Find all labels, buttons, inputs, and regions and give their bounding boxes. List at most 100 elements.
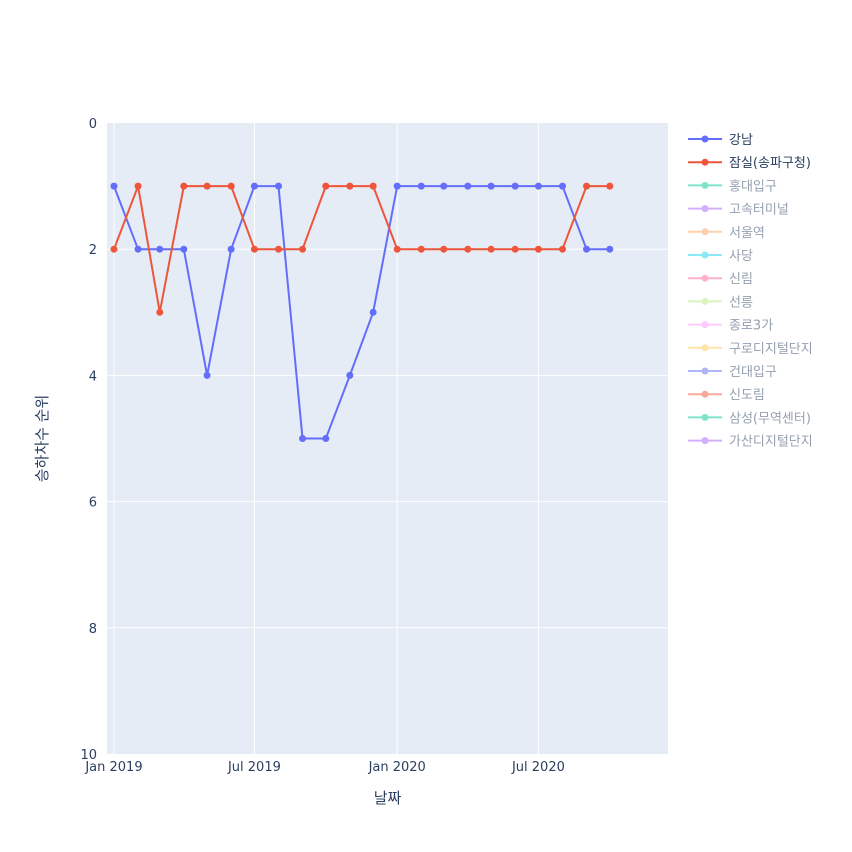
- legend-swatch-marker: [701, 297, 709, 305]
- legend-item[interactable]: 고속터미널: [688, 203, 789, 218]
- legend-item[interactable]: 삼성(무역센터): [688, 411, 811, 426]
- legend-item[interactable]: 서울역: [688, 226, 765, 241]
- data-point[interactable]: [156, 308, 164, 316]
- legend-label: 건대입구: [729, 365, 777, 380]
- data-point[interactable]: [393, 182, 401, 190]
- legend-label: 서울역: [729, 226, 765, 241]
- x-axis-ticks: Jan 2019 Jul 2019 Jan 2020 Jul 2020: [84, 760, 565, 775]
- data-point[interactable]: [322, 182, 330, 190]
- legend-item[interactable]: 신림: [688, 272, 753, 287]
- data-point[interactable]: [299, 435, 307, 442]
- legend-swatch-marker: [701, 321, 709, 329]
- data-point[interactable]: [534, 182, 542, 190]
- legend-item[interactable]: 종로3가: [688, 319, 773, 334]
- data-point[interactable]: [369, 182, 377, 190]
- data-point[interactable]: [440, 182, 448, 190]
- legend-item[interactable]: 신도림: [688, 388, 765, 403]
- legend-swatch-marker: [701, 181, 709, 189]
- legend-item[interactable]: 잠실(송파구청): [688, 156, 811, 171]
- legend-label: 삼성(무역센터): [729, 411, 811, 426]
- legend-label: 신림: [729, 272, 753, 287]
- y-axis-title: 승하차수 순위: [33, 395, 51, 483]
- data-point[interactable]: [346, 371, 354, 379]
- data-point[interactable]: [583, 245, 591, 253]
- data-point[interactable]: [299, 245, 307, 253]
- series-line[interactable]: [113, 185, 610, 314]
- legend-swatch-marker: [701, 344, 709, 352]
- legend-swatch-marker: [701, 437, 709, 445]
- data-point[interactable]: [274, 245, 282, 253]
- data-point[interactable]: [274, 182, 282, 190]
- legend-item[interactable]: 구로디지털단지: [688, 342, 813, 357]
- legend-label: 고속터미널: [729, 203, 789, 218]
- legend-label: 강남: [729, 133, 753, 148]
- data-point[interactable]: [464, 245, 472, 253]
- series-line[interactable]: [113, 185, 610, 440]
- series-layer: [110, 182, 614, 442]
- y-tick-label: 0: [89, 117, 97, 132]
- legend-label: 선릉: [729, 295, 753, 310]
- legend-swatch-marker: [701, 367, 709, 375]
- data-point[interactable]: [487, 182, 495, 190]
- data-point[interactable]: [203, 182, 211, 190]
- data-point[interactable]: [440, 245, 448, 253]
- legend-swatch-marker: [701, 158, 709, 166]
- legend-item[interactable]: 사당: [688, 249, 753, 264]
- data-point[interactable]: [156, 245, 164, 253]
- legend-label: 잠실(송파구청): [729, 156, 811, 171]
- y-tick-label: 2: [89, 243, 97, 258]
- legend-label: 신도림: [729, 388, 765, 403]
- legend-item[interactable]: 건대입구: [688, 365, 777, 380]
- data-point[interactable]: [393, 245, 401, 253]
- data-point[interactable]: [180, 182, 188, 190]
- data-point[interactable]: [134, 245, 142, 253]
- legend-swatch-marker: [701, 390, 709, 398]
- data-point[interactable]: [180, 245, 188, 253]
- legend-label: 가산디지털단지: [729, 435, 813, 450]
- series-1: [110, 182, 614, 316]
- data-point[interactable]: [487, 245, 495, 253]
- data-point[interactable]: [250, 182, 258, 190]
- data-point[interactable]: [464, 182, 472, 190]
- data-point[interactable]: [417, 182, 425, 190]
- data-point[interactable]: [203, 371, 211, 379]
- data-point[interactable]: [606, 182, 614, 190]
- legend-swatch-marker: [701, 274, 709, 282]
- data-point[interactable]: [534, 245, 542, 253]
- legend-swatch-marker: [701, 413, 709, 421]
- legend-label: 홍대입구: [729, 179, 777, 194]
- data-point[interactable]: [417, 245, 425, 253]
- data-point[interactable]: [110, 182, 118, 190]
- legend-swatch-marker: [701, 205, 709, 213]
- legend-item[interactable]: 선릉: [688, 295, 753, 310]
- data-point[interactable]: [606, 245, 614, 253]
- data-point[interactable]: [558, 245, 566, 253]
- data-point[interactable]: [583, 182, 591, 190]
- legend-item[interactable]: 홍대입구: [688, 179, 777, 194]
- data-point[interactable]: [346, 182, 354, 190]
- data-point[interactable]: [250, 245, 258, 253]
- data-point[interactable]: [110, 245, 118, 253]
- x-axis-title: 날짜: [374, 789, 402, 807]
- data-point[interactable]: [558, 182, 566, 190]
- legend-swatch-marker: [701, 251, 709, 259]
- legend-swatch-marker: [701, 228, 709, 236]
- legend-label: 구로디지털단지: [729, 342, 813, 357]
- data-point[interactable]: [369, 308, 377, 316]
- legend-label: 사당: [729, 249, 753, 264]
- legend-item[interactable]: 강남: [688, 133, 753, 148]
- plot-area[interactable]: [107, 123, 668, 754]
- data-point[interactable]: [511, 182, 519, 190]
- data-point[interactable]: [134, 182, 142, 190]
- series-0: [110, 182, 614, 442]
- data-point[interactable]: [227, 182, 235, 190]
- legend-item[interactable]: 가산디지털단지: [688, 435, 813, 450]
- x-tick-label: Jul 2019: [227, 760, 281, 775]
- data-point[interactable]: [322, 435, 330, 442]
- data-point[interactable]: [227, 245, 235, 253]
- y-tick-label: 8: [89, 622, 97, 637]
- data-point[interactable]: [511, 245, 519, 253]
- x-tick-label: Jan 2020: [368, 760, 426, 775]
